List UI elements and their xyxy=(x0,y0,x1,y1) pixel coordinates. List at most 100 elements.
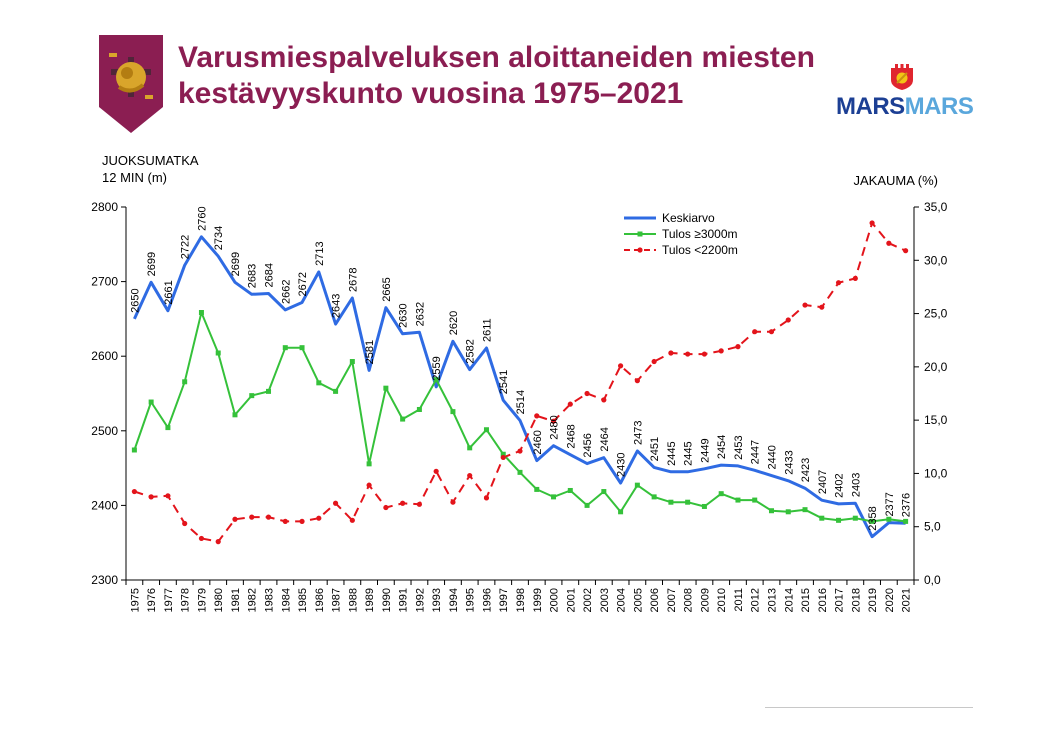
tulos3000-point xyxy=(634,482,640,488)
keskiarvo-data-label: 2456 xyxy=(582,433,594,457)
y-tick-label: 2800 xyxy=(91,200,118,214)
tulos2200-point xyxy=(249,514,255,520)
tulos3000-point xyxy=(316,380,322,386)
x-tick-label: 1999 xyxy=(532,588,544,612)
x-tick-label: 1984 xyxy=(280,588,292,612)
x-tick-label: 2007 xyxy=(666,588,678,612)
tulos2200-point xyxy=(601,397,607,403)
tulos3000-point xyxy=(483,427,489,433)
x-tick-label: 2006 xyxy=(649,588,661,612)
keskiarvo-data-label: 2440 xyxy=(766,445,778,469)
keskiarvo-data-label: 2451 xyxy=(649,437,661,461)
x-tick-label: 2017 xyxy=(834,588,846,612)
tulos3000-point xyxy=(785,509,791,515)
tulos2200-point xyxy=(802,302,808,308)
tulos2200-point xyxy=(735,344,741,350)
tulos2200-point xyxy=(332,500,339,506)
x-tick-label: 2020 xyxy=(884,588,896,612)
tulos2200-point xyxy=(282,518,288,524)
y-axis-title-line-2: 12 MIN (m) xyxy=(102,170,167,185)
x-tick-label: 2012 xyxy=(750,588,762,612)
keskiarvo-data-label: 2611 xyxy=(481,318,493,342)
keskiarvo-data-label: 2684 xyxy=(264,263,276,287)
keskiarvo-data-label: 2407 xyxy=(817,470,829,494)
x-tick-label: 1988 xyxy=(347,588,359,612)
x-tick-label: 2009 xyxy=(699,588,711,612)
tulos3000-point xyxy=(165,425,171,431)
tulos3000-point xyxy=(768,508,774,514)
mars-brand-text: MARSMARS xyxy=(836,93,974,121)
tulos2200-point xyxy=(584,390,590,397)
tulos2200-point xyxy=(785,317,791,323)
tulos3000-point xyxy=(266,388,272,394)
tulos2200-point xyxy=(366,482,372,488)
title-line-2: kestävyyskunto vuosina 1975–2021 xyxy=(178,77,684,110)
x-tick-label: 1980 xyxy=(213,588,225,612)
tulos2200-point xyxy=(467,472,473,479)
x-tick-label: 1981 xyxy=(230,588,242,612)
x-tick-label: 2001 xyxy=(565,588,577,612)
x-tick-label: 2003 xyxy=(599,588,611,612)
y-tick-label: 2400 xyxy=(91,498,118,512)
keskiarvo-data-label: 2581 xyxy=(364,340,376,364)
y2-tick-label: 15,0 xyxy=(924,413,948,427)
page-title: Varusmiespalveluksen aloittaneiden miest… xyxy=(178,40,828,112)
x-tick-label: 1986 xyxy=(314,588,326,612)
keskiarvo-data-label: 2473 xyxy=(632,420,644,444)
keskiarvo-data-label: 2468 xyxy=(565,424,577,448)
x-tick-label: 1996 xyxy=(481,588,493,612)
legend-marker xyxy=(637,247,643,253)
keskiarvo-data-label: 2403 xyxy=(850,473,862,497)
tulos2200-point xyxy=(768,329,775,335)
keskiarvo-data-label: 2632 xyxy=(414,302,426,326)
tulos3000-point xyxy=(450,409,456,415)
tulos3000-point xyxy=(584,502,590,508)
y2-tick-label: 10,0 xyxy=(924,466,948,480)
tulos2200-point xyxy=(265,514,272,520)
tulos2200-point xyxy=(752,329,758,335)
tulos2200-point xyxy=(835,280,842,286)
y2-tick-label: 0,0 xyxy=(924,573,941,587)
x-tick-label: 1995 xyxy=(465,588,477,612)
keskiarvo-data-label: 2433 xyxy=(783,450,795,474)
chart-legend: Keskiarvo Tulos ≥3000m Tulos <2200m xyxy=(624,211,738,257)
keskiarvo-data-label: 2713 xyxy=(314,241,326,265)
chart-axes: JUOKSUMATKA 12 MIN (m) JAKAUMA (%) 2300 2400… xyxy=(91,153,947,612)
tulos3000-point xyxy=(249,393,255,399)
legend-marker xyxy=(637,231,643,237)
keskiarvo-data-label: 2464 xyxy=(599,427,611,451)
tulos3000-point xyxy=(567,487,573,493)
tulos2200-point xyxy=(198,535,205,542)
x-tick-label: 2019 xyxy=(867,588,879,612)
keskiarvo-data-label: 2678 xyxy=(347,268,359,292)
tulos2200-point xyxy=(869,220,875,226)
tulos2200-point xyxy=(718,348,724,354)
x-tick-label: 2010 xyxy=(716,588,728,612)
tulos2200-point xyxy=(383,504,389,511)
tulos3000-point xyxy=(182,379,188,385)
series-line-1 xyxy=(133,311,906,523)
keskiarvo-data-label: 2377 xyxy=(884,492,896,516)
keskiarvo-data-label: 2402 xyxy=(834,473,846,497)
brand-text-part-1: MARS xyxy=(836,93,905,120)
tulos3000-point xyxy=(333,388,339,394)
tulos2200-point xyxy=(852,275,858,282)
keskiarvo-data-label: 2699 xyxy=(146,252,158,276)
legend-label-1: Tulos ≥3000m xyxy=(662,227,738,241)
x-tick-label: 2015 xyxy=(800,588,812,612)
tulos3000-point xyxy=(668,499,674,505)
footer-divider xyxy=(765,707,973,708)
tulos2200-point xyxy=(886,240,892,246)
keskiarvo-data-label: 2480 xyxy=(549,415,561,439)
y-tick-label: 2700 xyxy=(91,275,118,289)
tulos3000-point xyxy=(198,310,204,316)
y2-tick-label: 30,0 xyxy=(924,253,948,267)
tulos3000-point xyxy=(232,412,238,418)
x-tick-label: 2011 xyxy=(733,588,745,612)
x-tick-label: 1975 xyxy=(129,588,141,612)
tulos3000-point xyxy=(534,486,540,492)
tulos3000-point xyxy=(836,517,842,523)
x-tick-label: 2018 xyxy=(850,588,862,612)
tulos3000-point xyxy=(903,518,909,524)
